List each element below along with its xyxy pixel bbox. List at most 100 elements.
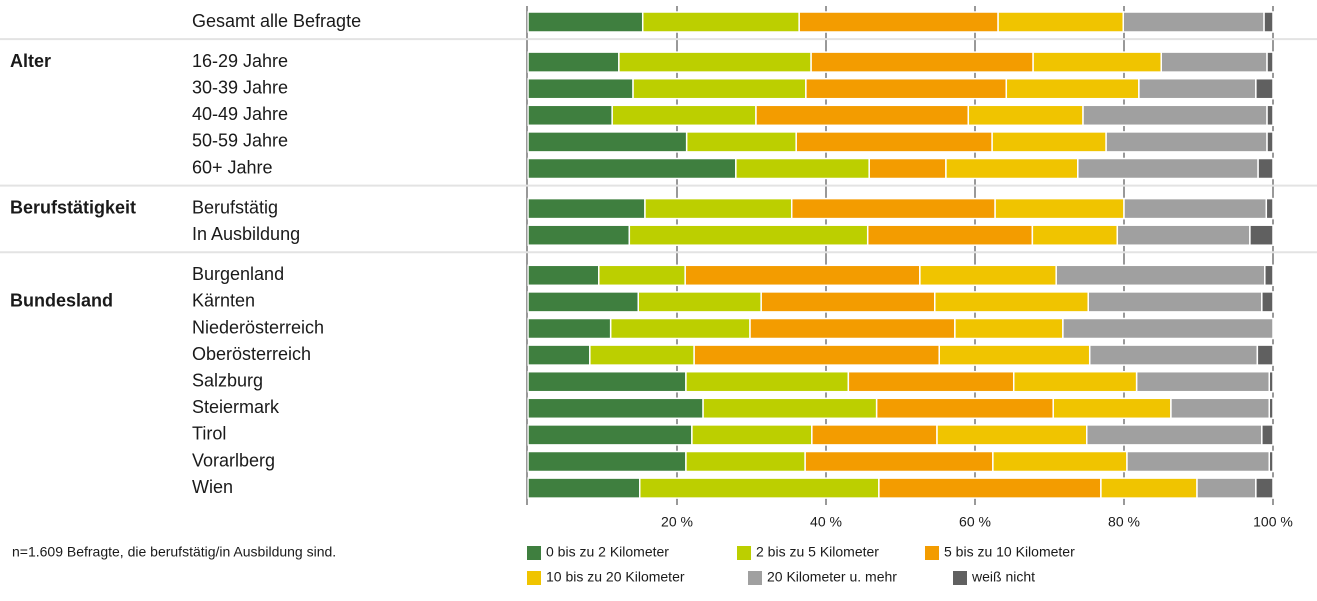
bar-segment (527, 317, 612, 340)
bar-segment (527, 224, 631, 246)
bar-segment (805, 77, 1008, 100)
category-label: Gesamt alle Befragte (192, 11, 361, 31)
group-label: Alter (10, 51, 51, 71)
legend-label: 10 bis zu 20 Kilometer (546, 569, 685, 585)
category-label: Salzburg (192, 370, 263, 390)
bar-segment (1088, 344, 1259, 366)
bar-segment (811, 424, 938, 446)
legend-swatch (527, 546, 541, 560)
bar-segment (991, 131, 1107, 153)
x-tick-label: 100 % (1253, 514, 1293, 530)
bar-segment (589, 344, 695, 366)
bar-segment (684, 264, 921, 287)
bar-segment (1087, 291, 1263, 313)
bar-segment (804, 450, 994, 473)
x-tick-label: 40 % (810, 514, 842, 530)
bar-segment (1126, 450, 1271, 473)
bar-segment (527, 51, 620, 73)
category-label: 60+ Jahre (192, 157, 273, 177)
category-label: Vorarlberg (192, 450, 275, 470)
bar-segment (1032, 51, 1162, 73)
bar-segment (798, 11, 999, 33)
bar-segment (1116, 224, 1251, 246)
bar-segment (527, 344, 591, 366)
bar-segment (527, 131, 688, 153)
bar-segment (934, 291, 1089, 313)
bar-segment (1135, 370, 1271, 393)
bar-segment (693, 344, 940, 366)
bar-segment (749, 317, 956, 340)
category-label: Steiermark (192, 397, 280, 417)
x-tick-label: 20 % (661, 514, 693, 530)
bar-segment (847, 370, 1015, 393)
bar-segment (1255, 477, 1274, 499)
bar-segment (755, 104, 970, 127)
bar-segment (997, 11, 1125, 33)
bars (527, 11, 1274, 499)
bar-segment (685, 131, 797, 153)
bar-segment (527, 477, 641, 499)
bar-segment (994, 197, 1125, 220)
category-label: 50-59 Jahre (192, 131, 288, 151)
bar-segment (527, 157, 737, 180)
bar-segment (866, 224, 1034, 246)
category-label: Wien (192, 477, 233, 497)
bar-segment (735, 157, 870, 180)
bar-segment (1255, 77, 1274, 100)
x-tick-label: 80 % (1108, 514, 1140, 530)
bar-segment (936, 424, 1088, 446)
bar-segment (1196, 477, 1257, 499)
legend-label: 2 bis zu 5 Kilometer (756, 544, 879, 560)
bar-segment (1031, 224, 1119, 246)
bar-segment (1268, 450, 1274, 473)
bar-segment (685, 370, 850, 393)
group-label: Bundesland (10, 291, 113, 311)
bar-segment (685, 450, 806, 473)
bar-segment (878, 477, 1102, 499)
bar-segment (954, 317, 1064, 340)
bar-segment (611, 104, 757, 127)
bar-segment (639, 477, 880, 499)
category-label: 40-49 Jahre (192, 104, 288, 124)
bar-segment (527, 424, 693, 446)
bar-segment (1261, 291, 1274, 313)
bar-segment (1256, 344, 1274, 366)
bar-segment (527, 104, 613, 127)
bar-segment (1263, 11, 1274, 33)
bar-segment (527, 77, 634, 100)
bar-segment (1268, 370, 1274, 393)
bar-segment (527, 397, 704, 420)
bar-segment (527, 450, 687, 473)
bar-segment (1257, 157, 1274, 180)
bar-segment (609, 317, 751, 340)
bar-segment (1123, 197, 1268, 220)
bar-segment (1086, 424, 1263, 446)
bar-segment (938, 344, 1091, 366)
bar-segment (527, 11, 644, 33)
bar-segment (598, 264, 686, 287)
bar-segment (919, 264, 1057, 287)
bar-segment (527, 197, 646, 220)
bar-segment (1082, 104, 1268, 127)
bar-segment (868, 157, 947, 180)
category-label: 16-29 Jahre (192, 51, 288, 71)
bar-segment (527, 370, 687, 393)
bar-segment (632, 77, 807, 100)
bar-segment (875, 397, 1054, 420)
legend-swatch (748, 571, 762, 585)
bar-segment (1105, 131, 1268, 153)
category-label: Berufstätig (192, 197, 278, 217)
legend-label: 0 bis zu 2 Kilometer (546, 544, 669, 560)
bar-segment (945, 157, 1079, 180)
bar-segment (1055, 264, 1266, 287)
bar-segment (1062, 317, 1274, 340)
legend-swatch (527, 571, 541, 585)
bar-segment (527, 291, 640, 313)
bar-segment (1005, 77, 1140, 100)
legend-swatch (737, 546, 751, 560)
bar-segment (1266, 51, 1274, 73)
legend-label: 20 Kilometer u. mehr (767, 569, 897, 585)
bar-segment (702, 397, 878, 420)
category-label: Tirol (192, 424, 226, 444)
